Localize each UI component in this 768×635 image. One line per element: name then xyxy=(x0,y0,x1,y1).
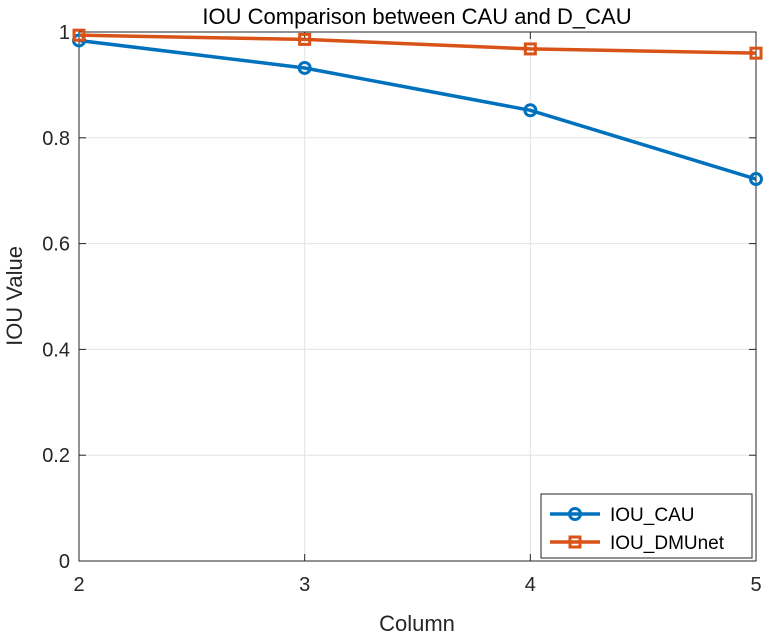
x-axis-label: Column xyxy=(379,611,455,635)
data-point-iou-cau xyxy=(297,60,312,75)
y-tick-label: 0 xyxy=(59,551,70,573)
legend-marker-iou-dmunet xyxy=(568,535,582,549)
data-point-iou-dmunet xyxy=(72,28,86,42)
data-point-iou-dmunet xyxy=(749,46,763,60)
legend-marker-iou-cau xyxy=(568,507,582,521)
data-point-iou-cau xyxy=(749,172,763,187)
plot-frame xyxy=(78,31,757,562)
data-point-iou-dmunet xyxy=(523,42,537,56)
data-point-iou-cau xyxy=(523,103,538,118)
series-line-iou-dmunet xyxy=(78,33,757,55)
x-tick-label: 5 xyxy=(750,574,761,596)
legend: IOU_CAU IOU_DMUnet xyxy=(540,493,753,559)
axis-ticks: 2 3 4 5 0 0.2 0.4 0.6 0.8 1 xyxy=(42,22,761,596)
y-tick-label: 0.4 xyxy=(42,339,70,361)
plot-area xyxy=(79,32,756,561)
y-tick-label: 1 xyxy=(59,22,70,44)
y-tick-label: 0.2 xyxy=(42,445,70,467)
x-tick-label: 4 xyxy=(525,574,536,596)
x-tick-label: 3 xyxy=(299,574,310,596)
y-tick-label: 0.6 xyxy=(42,234,70,256)
chart-title: IOU Comparison between CAU and D_CAU xyxy=(202,4,631,29)
legend-label-iou-dmunet: IOU_DMUnet xyxy=(610,533,725,554)
legend-label-iou-cau: IOU_CAU xyxy=(610,505,694,526)
y-tick-label: 0.8 xyxy=(42,128,70,150)
data-point-iou-dmunet xyxy=(298,32,312,46)
series-line-iou-cau xyxy=(78,38,757,181)
y-axis-label: IOU Value xyxy=(2,246,27,346)
series-layer xyxy=(72,28,763,187)
x-tick-label: 2 xyxy=(73,574,84,596)
